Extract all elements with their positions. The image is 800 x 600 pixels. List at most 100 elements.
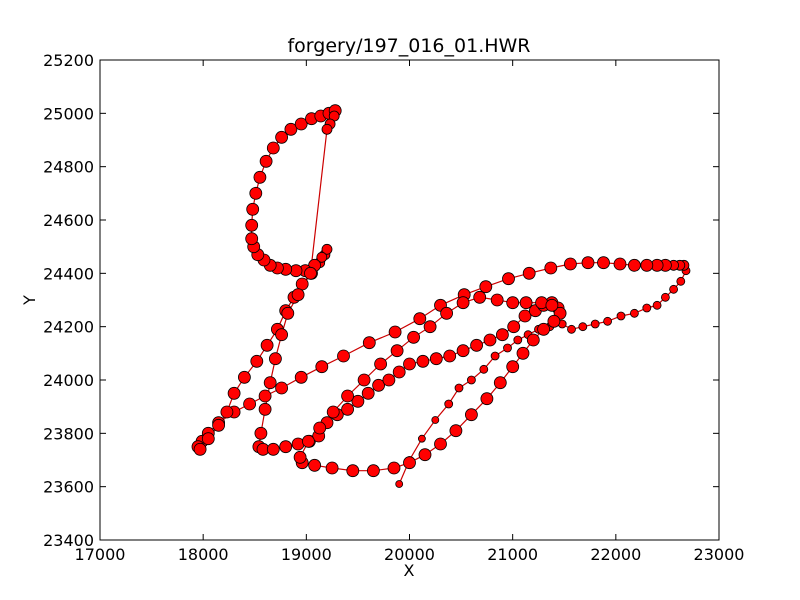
data-point [374,357,388,371]
data-point [366,464,380,478]
x-tick-label: 22000 [590,545,641,564]
data-point [245,232,259,246]
data-point [387,461,401,475]
data-point [507,320,521,334]
data-point [506,360,520,374]
chart-title: forgery/197_016_01.HWR [287,35,530,57]
data-point [502,272,515,286]
data-point [479,364,489,374]
data-point [249,186,263,200]
data-point [258,389,272,403]
data-point [263,376,277,390]
data-point [454,383,464,393]
data-point [483,333,497,347]
data-point [227,386,241,400]
data-point [603,316,612,326]
data-point [268,352,282,366]
data-point [423,320,437,334]
data-point [473,290,487,304]
data-point [245,218,259,232]
data-point [351,394,365,408]
series-point-layer [191,104,691,488]
x-tick-label: 20000 [384,545,435,564]
data-point [407,330,421,344]
y-tick-label: 24400 [43,264,94,283]
data-point [522,266,536,280]
data-point [304,266,317,280]
data-point [275,328,289,342]
plot-area [191,104,691,488]
data-point [578,322,588,332]
data-point [266,141,280,155]
data-point [518,309,532,323]
data-point [516,346,530,360]
y-axis-label: Y [20,295,39,306]
data-point [466,375,476,385]
data-point [630,308,639,318]
data-point [212,418,226,432]
data-point [337,349,350,363]
data-point [321,243,333,255]
data-point [281,306,295,320]
data-point [544,261,558,275]
data-point [193,442,207,456]
data-point [613,257,627,271]
data-point [480,392,494,406]
y-tick-label: 24000 [43,371,94,390]
data-point [325,461,339,475]
data-point [326,405,340,419]
data-point [490,293,504,307]
data-point [250,354,264,368]
data-point [316,251,328,263]
data-point [564,257,577,271]
data-point [253,170,267,184]
data-point [295,277,309,291]
data-point [479,280,493,294]
data-point [346,464,360,478]
x-tick-label: 21000 [487,545,538,564]
x-axis-label: X [404,561,415,580]
data-point [259,154,273,168]
data-point [434,437,447,451]
x-tick-label: 19000 [281,545,332,564]
data-point [513,335,523,345]
data-point [266,442,280,456]
data-point [676,276,686,286]
data-point [493,376,507,390]
data-point [275,381,289,395]
data-point [279,440,293,454]
data-point [301,434,315,448]
data-point [254,426,268,440]
data-point [201,432,215,446]
data-point [418,448,432,462]
data-point [417,434,426,443]
data-point [243,397,257,411]
data-point [291,288,305,302]
data-point [413,312,427,326]
data-point [246,202,260,216]
data-point [443,349,457,363]
data-point [537,322,550,336]
data-point [616,311,626,321]
data-point [403,357,416,371]
data-point [464,408,478,422]
data-point [275,130,289,144]
data-point [220,405,234,419]
plot-frame [99,59,720,541]
data-point [237,370,251,384]
data-point [258,402,272,416]
data-point [503,343,512,353]
data-point [652,300,662,310]
data-point [661,292,670,302]
data-point [341,402,355,416]
data-point [495,328,509,342]
data-point [490,351,500,361]
data-point [444,399,454,409]
data-point [361,386,375,400]
data-point [372,378,386,392]
data-point [341,389,355,403]
data-point [293,450,307,464]
data-point [431,416,440,424]
y-tick-label: 23800 [43,424,94,443]
